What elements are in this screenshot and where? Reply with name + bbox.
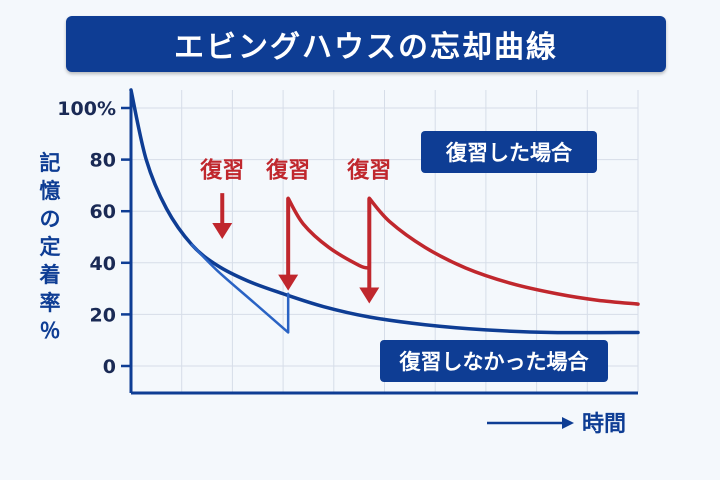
x-axis-label: 時間 bbox=[487, 412, 626, 437]
title-banner: エビングハウスの忘却曲線 bbox=[66, 16, 666, 72]
series-group bbox=[129, 88, 640, 335]
y-axis-label-char: 定 bbox=[40, 235, 61, 259]
revised-curve bbox=[286, 196, 640, 306]
y-axis-label-char: の bbox=[40, 207, 61, 231]
legend-revised-box bbox=[421, 131, 597, 173]
review-arrow-head bbox=[359, 287, 380, 304]
y-tick-label: 0 bbox=[103, 356, 116, 378]
y-axis-label-char: ％ bbox=[40, 319, 61, 343]
chart-title: エビングハウスの忘却曲線 bbox=[174, 30, 558, 65]
y-axis-label-char: 着 bbox=[39, 263, 61, 287]
y-tick-label: 20 bbox=[90, 304, 116, 326]
first-review-dip-curve bbox=[190, 243, 290, 334]
review-label: 復習 bbox=[199, 157, 244, 183]
review-label: 復習 bbox=[265, 157, 310, 183]
x-axis-label: 時間 bbox=[582, 412, 626, 437]
y-tick-label: 80 bbox=[90, 150, 116, 172]
y-tick-labels: 100% 80 60 40 20 0 bbox=[57, 98, 116, 378]
y-axis-label-char: 率 bbox=[40, 291, 61, 315]
axes bbox=[121, 92, 638, 395]
y-axis-label-char: 記 bbox=[40, 151, 61, 175]
legend-not-revised-label: 復習しなかった場合 bbox=[399, 350, 590, 374]
time-arrow-head bbox=[562, 417, 574, 429]
y-tick-label: 60 bbox=[90, 201, 116, 223]
y-tick-label: 100% bbox=[57, 98, 116, 120]
y-axis-label-char: 憶 bbox=[40, 179, 61, 203]
y-tick-label: 40 bbox=[90, 253, 116, 275]
review-arrow-head bbox=[212, 223, 233, 239]
review-arrow-head bbox=[278, 274, 299, 291]
review-annotations: 復習 復習 復習 bbox=[199, 157, 391, 304]
legend-revised-label: 復習した場合 bbox=[445, 141, 573, 165]
review-label: 復習 bbox=[346, 157, 391, 183]
legend-not-revised-box bbox=[380, 340, 608, 382]
not-revised-curve bbox=[129, 88, 640, 335]
